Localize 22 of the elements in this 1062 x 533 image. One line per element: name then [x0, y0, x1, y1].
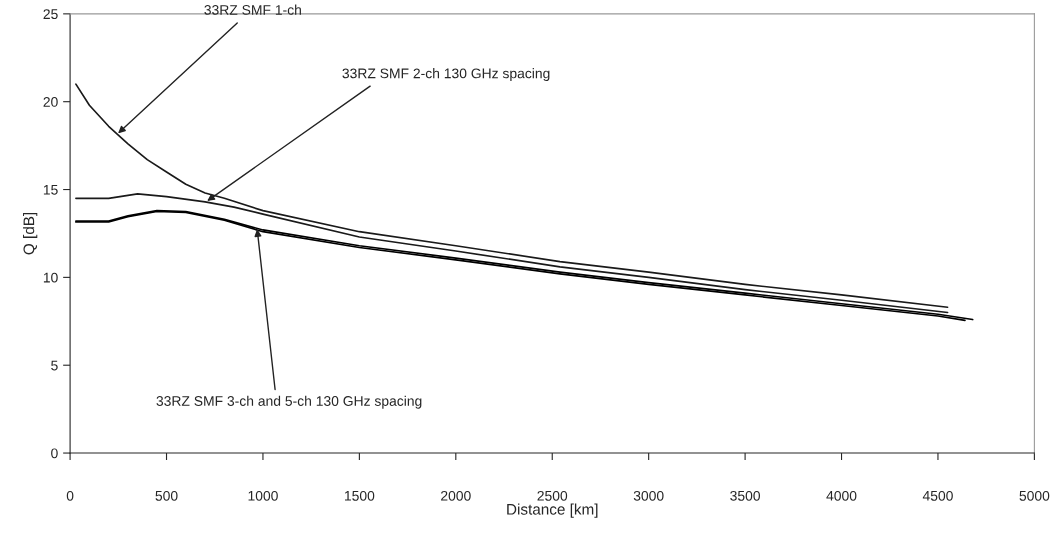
y-axis-title: Q [dB] — [23, 212, 38, 255]
x-tick-label: 3000 — [633, 490, 664, 501]
x-tick-label: 5000 — [1019, 490, 1050, 501]
y-tick-label: 10 — [43, 272, 58, 283]
x-tick-label: 3500 — [730, 490, 761, 501]
y-tick-label: 5 — [51, 360, 58, 371]
x-tick-label: 1000 — [248, 490, 278, 501]
x-tick-label: 2000 — [441, 490, 471, 501]
annotation: 33RZ SMF 1-ch — [204, 4, 301, 15]
x-tick-label: 4000 — [826, 490, 857, 501]
x-tick-label: 0 — [66, 490, 74, 501]
annotation: 33RZ SMF 3-ch and 5-ch 130 GHz spacing — [156, 395, 422, 409]
x-tick-label: 2500 — [537, 490, 568, 501]
x-axis-title: Distance [km] — [507, 503, 598, 518]
annotation: 33RZ SMF 2-ch 130 GHz spacing — [342, 68, 550, 82]
y-tick-label: 20 — [43, 97, 58, 107]
x-tick-label: 500 — [155, 490, 178, 501]
x-tick-label: 1500 — [344, 490, 375, 501]
y-tick-label: 25 — [43, 9, 58, 20]
y-tick-label: 15 — [43, 185, 58, 195]
x-tick-label: 4500 — [922, 490, 953, 501]
y-tick-label: 0 — [51, 448, 58, 459]
